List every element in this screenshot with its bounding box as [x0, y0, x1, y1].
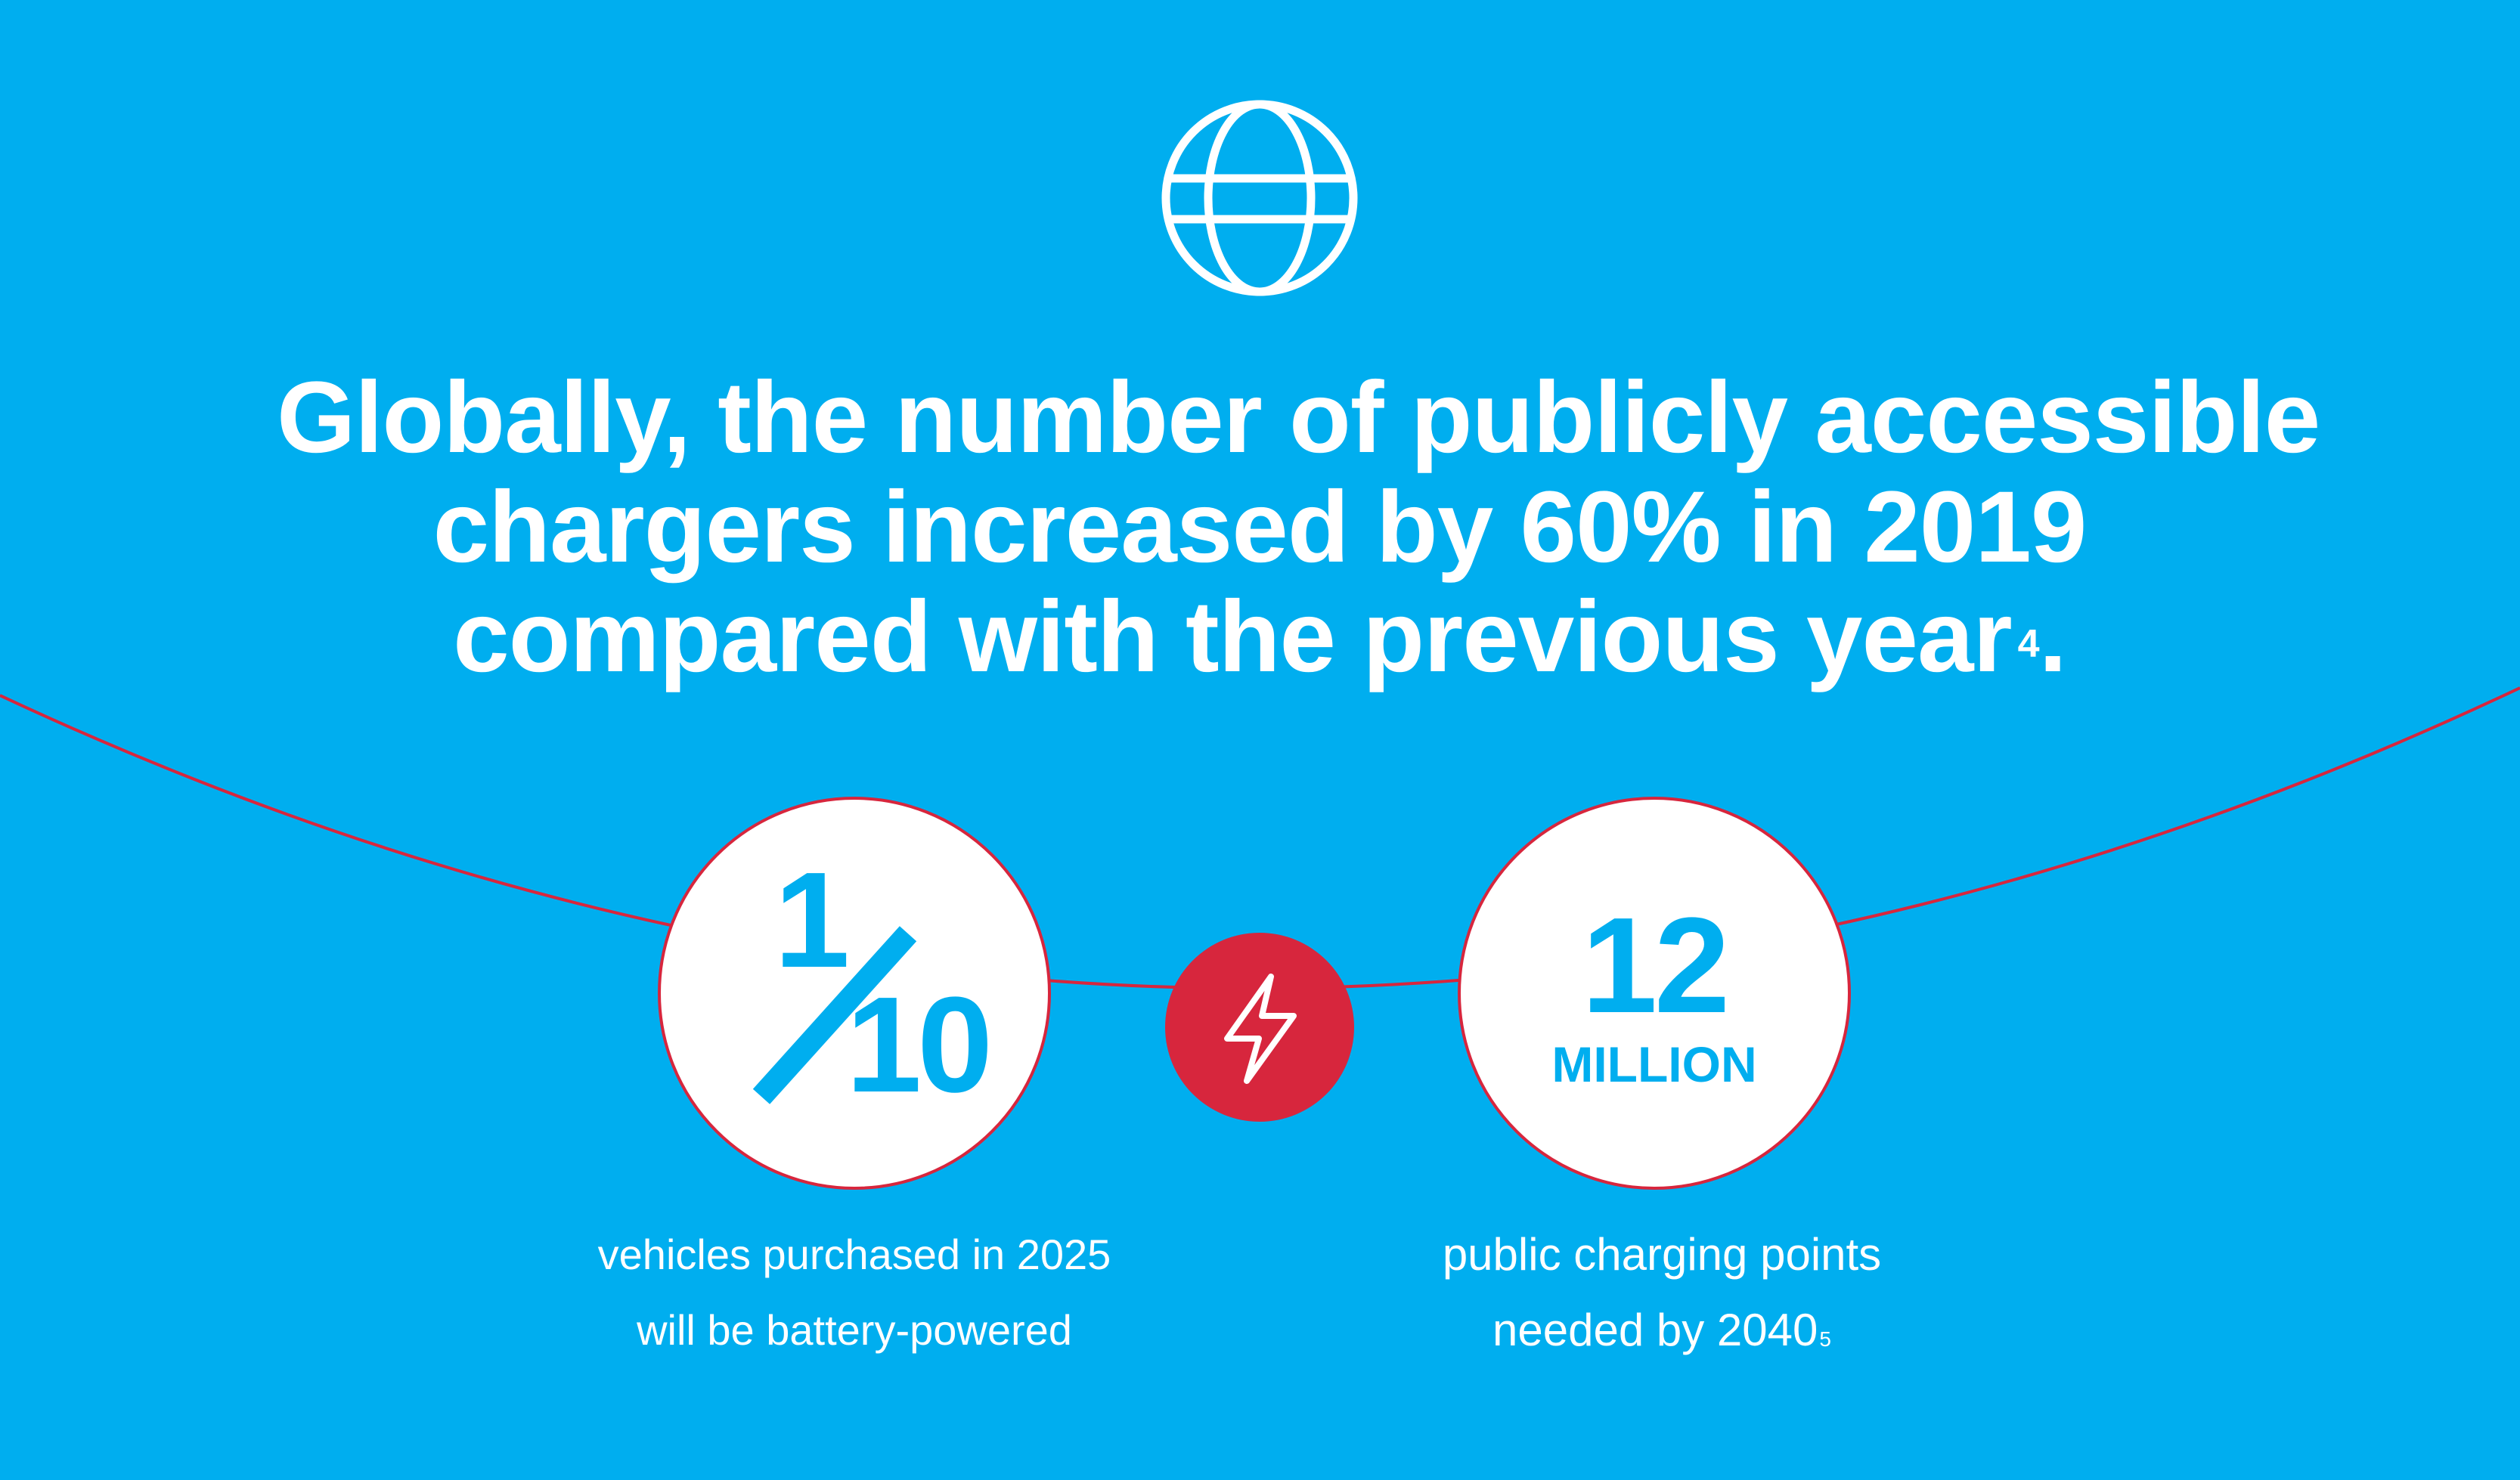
- headline-period: .: [2038, 581, 2067, 693]
- caption-left: vehicles purchased in 2025 will be batte…: [529, 1217, 1179, 1368]
- caption-right-line-2-text: needed by 2040: [1492, 1305, 1818, 1355]
- headline-line-1: Globally, the number of publicly accessi…: [277, 361, 2320, 474]
- caption-right-line-1: public charging points: [1442, 1229, 1882, 1280]
- stat-number: 12: [1581, 890, 1730, 1042]
- caption-left-line-2: will be battery-powered: [637, 1306, 1072, 1354]
- headline-footnote: 4: [2017, 622, 2040, 666]
- headline: Globally, the number of publicly accessi…: [277, 361, 2320, 692]
- caption-right-footnote: 5: [1819, 1327, 1831, 1351]
- fraction-denominator: 10: [846, 969, 993, 1121]
- headline-line-2: chargers increased by 60% in 2019: [432, 471, 2088, 584]
- headline-line-3: compared with the previous year 4.: [277, 582, 2243, 692]
- caption-right-line-2: needed by 20405: [1329, 1293, 1995, 1368]
- headline-line-3-text: compared with the previous year: [453, 581, 2013, 693]
- stat-circle-million: 12 MILLION: [1458, 797, 1851, 1190]
- stat-unit: MILLION: [1551, 1036, 1757, 1092]
- caption-right: public charging points needed by 20405: [1329, 1217, 1995, 1368]
- lightning-bolt-icon: [1165, 933, 1354, 1122]
- stat-circle-fraction: 1 10: [658, 797, 1051, 1190]
- caption-left-line-1: vehicles purchased in 2025: [597, 1231, 1111, 1278]
- fraction-numerator: 1: [774, 844, 851, 996]
- lightning-bolt-glyph: [1224, 974, 1297, 1084]
- globe-icon: [1161, 100, 1358, 296]
